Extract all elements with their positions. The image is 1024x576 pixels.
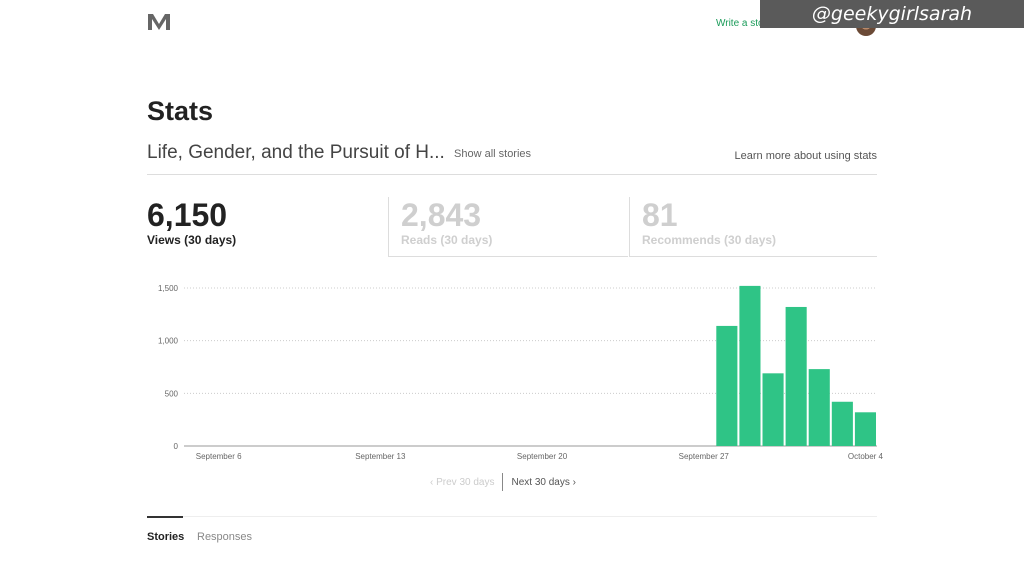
learn-more-link[interactable]: Learn more about using stats (734, 150, 877, 162)
tab-stories[interactable]: Stories (147, 516, 185, 543)
metric-value: 6,150 (147, 197, 228, 233)
tab-responses[interactable]: Responses (197, 531, 253, 543)
next-30-days-button[interactable]: Next 30 days › (511, 476, 576, 488)
x-tick-label: September 6 (196, 452, 242, 461)
metric-recommends-tab[interactable]: 81 Recommends (30 days) (629, 197, 877, 257)
story-title: Life, Gender, and the Pursuit of H... (147, 142, 445, 163)
bar (762, 373, 784, 446)
pager: ‹ Prev 30 days Next 30 days › (430, 472, 576, 492)
write-story-link[interactable]: Write a story (716, 18, 772, 29)
metric-label: Views (30 days) (147, 233, 237, 247)
bar (854, 412, 876, 446)
content-tabs: Stories Responses (147, 516, 877, 547)
x-tick-label: September 27 (679, 452, 730, 461)
pager-divider (502, 473, 504, 491)
metrics-row: 6,150 Views (30 days) 2,843 Reads (30 da… (147, 197, 877, 257)
story-selector-row: Life, Gender, and the Pursuit of H... Sh… (147, 140, 877, 175)
next-label: Next 30 days (511, 476, 570, 488)
metric-label: Recommends (30 days) (642, 233, 777, 247)
bar (785, 306, 807, 446)
metric-value: 81 (642, 197, 678, 233)
y-tick-label: 500 (165, 389, 179, 398)
prev-30-days-button: ‹ Prev 30 days (430, 476, 495, 488)
bar (831, 401, 853, 446)
prev-label: Prev 30 days (436, 476, 495, 488)
y-tick-label: 1,000 (158, 337, 179, 346)
y-tick-label: 0 (174, 442, 179, 451)
metric-views-tab[interactable]: 6,150 Views (30 days) (147, 197, 387, 257)
x-tick-label: September 20 (517, 452, 568, 461)
bar (808, 369, 830, 446)
bar (716, 325, 738, 446)
show-all-stories-link[interactable]: Show all stories (454, 148, 532, 160)
medium-logo-icon[interactable] (147, 12, 171, 32)
metric-reads-tab[interactable]: 2,843 Reads (30 days) (388, 197, 628, 257)
page-title: Stats (147, 96, 214, 126)
metric-label: Reads (30 days) (401, 233, 493, 247)
y-tick-label: 1,500 (158, 284, 179, 293)
watermark-overlay: @geekygirlsarah #alterconf (760, 0, 1024, 53)
top-nav: Write a story (716, 18, 772, 29)
metric-value: 2,843 (401, 197, 482, 233)
x-tick-label: September 13 (355, 452, 406, 461)
x-tick-label: October 4 (848, 452, 884, 461)
views-bar-chart: 0 500 1,000 1,500 September 6 September 13 Sep… (158, 284, 884, 461)
bar (739, 285, 761, 446)
